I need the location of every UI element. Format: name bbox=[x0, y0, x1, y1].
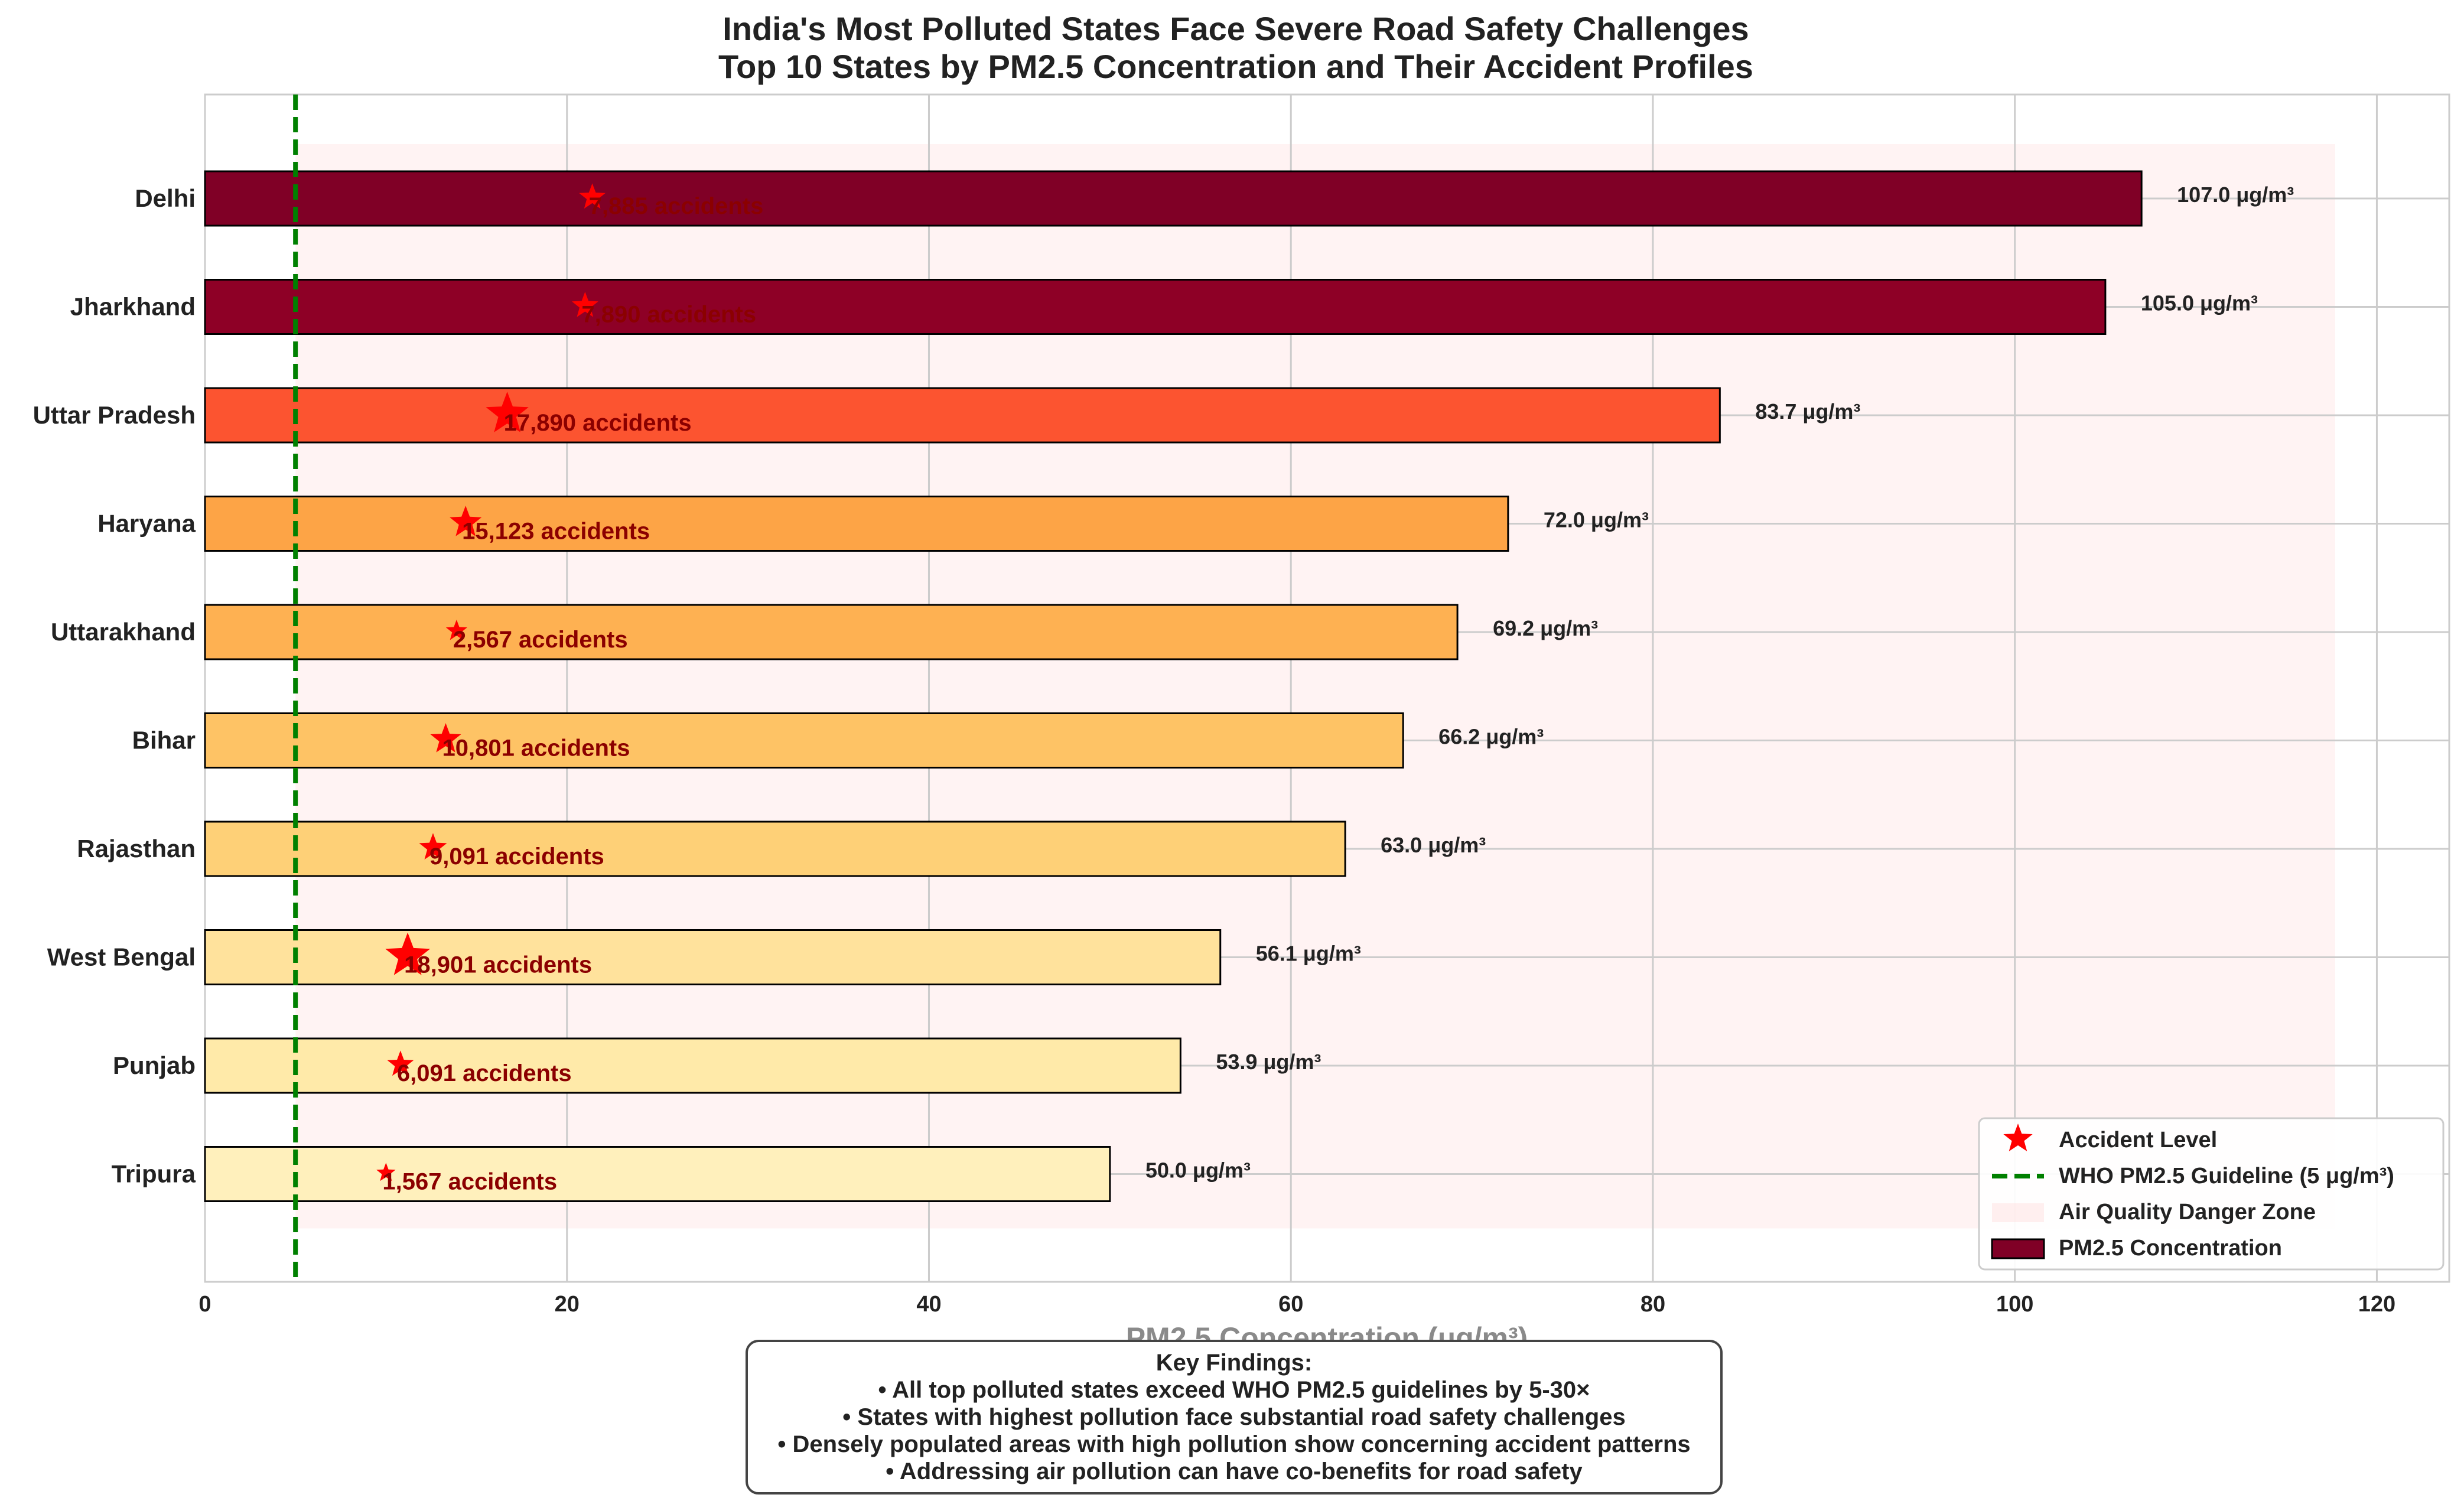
accident-label: 1,567 accidents bbox=[382, 1169, 557, 1195]
accident-label: 9,091 accidents bbox=[429, 844, 604, 870]
state-label: Uttar Pradesh bbox=[33, 401, 196, 429]
pm25-bar bbox=[205, 497, 1508, 551]
pm25-bar bbox=[205, 930, 1220, 985]
pm25-bar bbox=[205, 1147, 1110, 1202]
state-label: Tripura bbox=[112, 1160, 196, 1188]
accident-label: 17,890 accidents bbox=[504, 410, 692, 436]
legend: Accident Level WHO PM2.5 Guideline (5 μg… bbox=[1979, 1118, 2443, 1269]
chart-title: India's Most Polluted States Face Severe… bbox=[722, 10, 1749, 47]
value-label: 83.7 μg/m³ bbox=[1755, 399, 1860, 424]
state-label: Bihar bbox=[132, 727, 196, 754]
accident-label: 15,123 accidents bbox=[462, 519, 650, 545]
value-label: 107.0 μg/m³ bbox=[2177, 183, 2294, 207]
x-tick-label: 60 bbox=[1278, 1292, 1303, 1317]
state-label: Punjab bbox=[113, 1051, 196, 1079]
x-tick-label: 20 bbox=[555, 1292, 580, 1317]
key-finding-item: • Addressing air pollution can have co-b… bbox=[886, 1458, 1582, 1485]
x-tick-label: 120 bbox=[2358, 1292, 2395, 1317]
accident-label: 7,890 accidents bbox=[581, 302, 756, 328]
key-finding-item: • Densely populated areas with high poll… bbox=[777, 1431, 1690, 1458]
key-findings-heading: Key Findings: bbox=[1156, 1349, 1312, 1376]
legend-label-pm25: PM2.5 Concentration bbox=[2059, 1236, 2282, 1261]
state-label: Jharkhand bbox=[70, 293, 196, 321]
pm25-bar bbox=[205, 280, 2105, 334]
accident-label: 10,801 accidents bbox=[442, 735, 630, 761]
pm25-bar bbox=[205, 605, 1457, 659]
pm25-bar bbox=[205, 388, 1720, 442]
key-finding-item: • All top polluted states exceed WHO PM2… bbox=[878, 1376, 1590, 1404]
value-label: 66.2 μg/m³ bbox=[1438, 725, 1544, 749]
pm25-bar bbox=[205, 171, 2141, 226]
chart-subtitle: Top 10 States by PM2.5 Concentration and… bbox=[718, 48, 1753, 85]
pm25-bar bbox=[205, 822, 1345, 876]
value-label: 50.0 μg/m³ bbox=[1145, 1158, 1251, 1183]
key-findings-box: Key Findings: • All top polluted states … bbox=[746, 1340, 1723, 1495]
value-label: 53.9 μg/m³ bbox=[1216, 1050, 1321, 1074]
legend-bar-swatch-icon bbox=[1992, 1239, 2044, 1258]
legend-zone-swatch-icon bbox=[1992, 1203, 2044, 1222]
state-label: West Bengal bbox=[47, 943, 196, 971]
legend-label-accident-level: Accident Level bbox=[2059, 1128, 2217, 1152]
accident-label: 2,567 accidents bbox=[453, 627, 628, 653]
pm25-bar bbox=[205, 1038, 1180, 1093]
accident-label: 18,901 accidents bbox=[404, 952, 592, 978]
x-tick-label: 40 bbox=[916, 1292, 941, 1317]
accident-label: 7,885 accidents bbox=[589, 193, 764, 219]
x-tick-label: 0 bbox=[198, 1292, 211, 1317]
state-label: Rajasthan bbox=[77, 835, 196, 862]
value-label: 72.0 μg/m³ bbox=[1544, 508, 1649, 532]
state-label: Haryana bbox=[97, 510, 196, 538]
state-label: Uttarakhand bbox=[51, 618, 196, 646]
value-label: 56.1 μg/m³ bbox=[1256, 942, 1361, 966]
value-label: 105.0 μg/m³ bbox=[2141, 291, 2258, 315]
accident-label: 6,091 accidents bbox=[397, 1060, 572, 1086]
state-label: Delhi bbox=[135, 184, 196, 212]
x-tick-label: 100 bbox=[1996, 1292, 2033, 1317]
key-finding-item: • States with highest pollution face sub… bbox=[842, 1404, 1625, 1431]
x-tick-label: 80 bbox=[1641, 1292, 1665, 1317]
legend-label-danger-zone: Air Quality Danger Zone bbox=[2059, 1200, 2316, 1225]
value-label: 63.0 μg/m³ bbox=[1381, 833, 1486, 857]
pm25-bar bbox=[205, 714, 1403, 768]
legend-label-who-guideline: WHO PM2.5 Guideline (5 μg/m³) bbox=[2059, 1164, 2394, 1189]
value-label: 69.2 μg/m³ bbox=[1493, 616, 1598, 640]
